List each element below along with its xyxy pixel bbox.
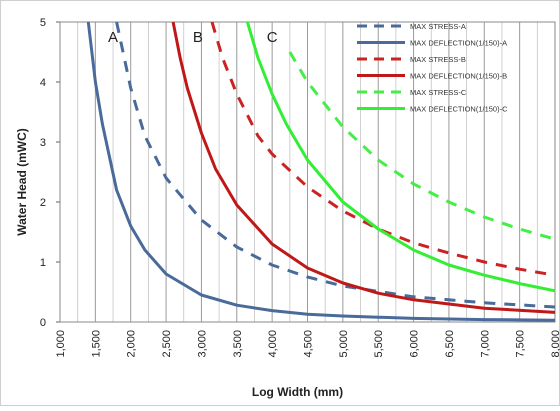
legend-label-2: MAX DEFLECTION(1/150)-A bbox=[410, 39, 507, 48]
annotations: A B C bbox=[108, 29, 278, 46]
y-tick-label: 5 bbox=[40, 17, 46, 29]
x-tick-label: 7,000 bbox=[479, 330, 491, 358]
legend-label-1: MAX STRESS-A bbox=[410, 22, 466, 31]
series-line-6 bbox=[245, 21, 556, 293]
series-line-3 bbox=[210, 21, 556, 277]
x-tick-label: 5,500 bbox=[373, 330, 385, 358]
x-tick-label: 2,500 bbox=[161, 330, 173, 358]
series-line-5 bbox=[288, 51, 556, 241]
x-tick-label: 8,000 bbox=[550, 330, 560, 358]
plot-area bbox=[59, 21, 556, 323]
x-tick-label: 1,000 bbox=[55, 330, 67, 358]
x-tick-label: 1,500 bbox=[90, 330, 102, 358]
y-axis-title: Water Head (mWC) bbox=[15, 128, 29, 236]
legend-label-5: MAX STRESS-C bbox=[410, 88, 467, 97]
y-tick-label: 3 bbox=[40, 137, 46, 149]
y-tick-label: 1 bbox=[40, 257, 46, 269]
legend-label-4: MAX DEFLECTION(1/150)-B bbox=[410, 72, 507, 81]
x-tick-label: 6,000 bbox=[409, 330, 421, 358]
x-tick-label: 2,000 bbox=[126, 330, 138, 358]
x-tick-label: 4,500 bbox=[303, 330, 315, 358]
x-tick-label: 6,500 bbox=[444, 330, 456, 358]
y-tick-label: 2 bbox=[40, 197, 46, 209]
curve-label-b: B bbox=[193, 29, 203, 46]
x-tick-label: 3,500 bbox=[232, 330, 244, 358]
series-line-4 bbox=[171, 21, 556, 314]
series-group bbox=[86, 21, 556, 322]
x-tick-label: 4,000 bbox=[267, 330, 279, 358]
legend-label-3: MAX STRESS-B bbox=[410, 55, 466, 64]
series-line-1 bbox=[115, 21, 556, 309]
legend-label-6: MAX DEFLECTION(1/150)-C bbox=[410, 105, 508, 114]
x-tick-label: 3,000 bbox=[196, 330, 208, 358]
axes: 0 1 2 3 4 5 1,000 1,500 2,000 2,500 3,000 3,500 4,00… bbox=[15, 17, 560, 399]
x-tick-label: 7,500 bbox=[515, 330, 527, 358]
y-tick-label: 4 bbox=[40, 77, 46, 89]
x-axis-title: Log Width (mm) bbox=[252, 385, 343, 399]
series-line-2 bbox=[86, 21, 556, 322]
curve-label-a: A bbox=[108, 29, 118, 46]
legend: MAX STRESS-A MAX DEFLECTION(1/150)-A MAX S… bbox=[357, 22, 508, 114]
x-tick-label: 5,000 bbox=[338, 330, 350, 358]
curve-label-c: C bbox=[267, 29, 278, 46]
y-tick-label: 0 bbox=[40, 317, 46, 329]
